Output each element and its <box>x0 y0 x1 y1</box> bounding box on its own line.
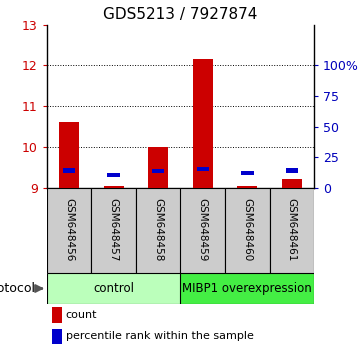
Bar <box>47 188 91 273</box>
Bar <box>196 167 209 171</box>
Bar <box>180 273 314 304</box>
Bar <box>152 169 165 173</box>
Bar <box>180 188 225 273</box>
Text: control: control <box>93 282 134 295</box>
Bar <box>286 169 298 172</box>
Bar <box>225 188 270 273</box>
Bar <box>59 122 79 188</box>
Bar <box>193 59 213 188</box>
Bar <box>108 172 120 177</box>
Text: GSM648456: GSM648456 <box>64 198 74 262</box>
Bar <box>237 185 257 188</box>
Text: MIBP1 overexpression: MIBP1 overexpression <box>182 282 312 295</box>
Title: GDS5213 / 7927874: GDS5213 / 7927874 <box>103 7 258 22</box>
Bar <box>52 307 62 323</box>
Text: GSM648461: GSM648461 <box>287 198 297 262</box>
Bar <box>104 185 124 188</box>
Text: GSM648460: GSM648460 <box>242 199 252 262</box>
Bar <box>270 188 314 273</box>
Bar <box>52 329 62 344</box>
Text: protocol: protocol <box>0 282 36 295</box>
Bar <box>282 179 302 188</box>
Bar <box>91 188 136 273</box>
Bar <box>136 188 180 273</box>
Bar <box>241 171 253 176</box>
Bar <box>47 273 180 304</box>
Bar <box>63 169 75 172</box>
Text: GSM648458: GSM648458 <box>153 198 163 262</box>
Text: percentile rank within the sample: percentile rank within the sample <box>66 331 253 341</box>
Text: count: count <box>66 310 97 320</box>
Text: GSM648459: GSM648459 <box>198 198 208 262</box>
Bar <box>148 147 168 188</box>
Text: GSM648457: GSM648457 <box>109 198 119 262</box>
